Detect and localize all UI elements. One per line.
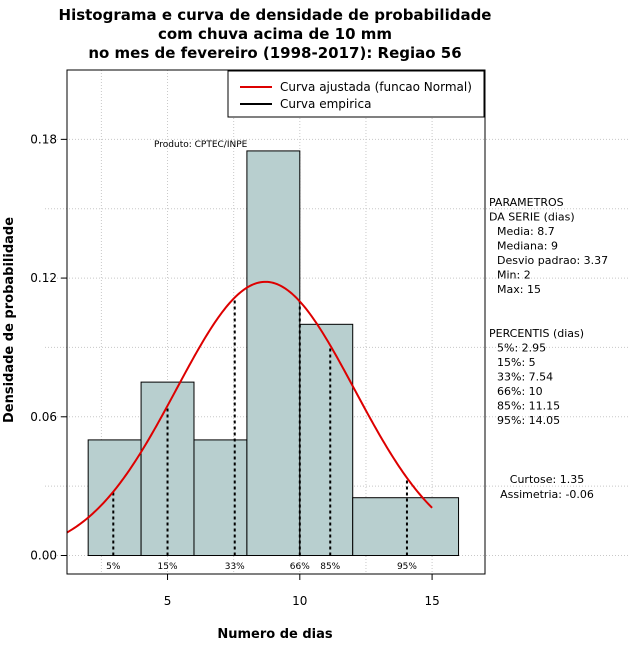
percentil-line: PERCENTIS (dias) bbox=[489, 327, 584, 340]
percentile-label: 15% bbox=[158, 562, 178, 572]
legend-label: Curva empirica bbox=[280, 97, 371, 111]
y-tick-label: 0.18 bbox=[30, 132, 57, 146]
histogram-bar bbox=[193, 439, 248, 557]
shape-stat-line: Assimetria: -0.06 bbox=[500, 488, 594, 501]
product-annotation: Produto: CPTEC/INPE bbox=[154, 140, 248, 150]
param-line: Mediana: 9 bbox=[497, 240, 558, 253]
y-axis-label: Densidade de probabilidade bbox=[2, 217, 17, 423]
x-tick-label: 15 bbox=[424, 594, 439, 608]
histogram-bar bbox=[87, 439, 142, 557]
chart-title: Histograma e curva de densidade de proba… bbox=[59, 6, 492, 62]
histogram-bars bbox=[87, 150, 460, 557]
x-axis: 5 10 15 bbox=[164, 574, 440, 608]
param-line: Media: 8.7 bbox=[497, 225, 555, 238]
histogram-bar bbox=[299, 323, 354, 557]
x-axis-label: Numero de dias bbox=[217, 627, 333, 642]
y-tick-label: 0.00 bbox=[30, 549, 57, 563]
title-line: Histograma e curva de densidade de proba… bbox=[59, 6, 492, 24]
param-line: DA SERIE (dias) bbox=[489, 211, 575, 224]
y-tick-label: 0.12 bbox=[30, 271, 57, 285]
percentile-label: 33% bbox=[225, 562, 245, 572]
percentile-label: 5% bbox=[106, 562, 121, 572]
param-line: PARAMETROS bbox=[489, 196, 564, 209]
title-line: com chuva acima de 10 mm bbox=[158, 25, 392, 43]
x-tick-label: 5 bbox=[164, 594, 172, 608]
shape-stat-line: Curtose: 1.35 bbox=[510, 473, 584, 486]
title-line: no mes de fevereiro (1998-2017): Regiao … bbox=[88, 44, 461, 62]
percentile-label: 95% bbox=[397, 562, 417, 572]
histogram-bar bbox=[246, 150, 301, 557]
histogram-bar bbox=[352, 497, 460, 557]
percentile-label: 85% bbox=[320, 562, 340, 572]
percentil-line: 95%: 14.05 bbox=[497, 414, 560, 427]
percentil-line: 85%: 11.15 bbox=[497, 400, 560, 413]
percentil-line: 66%: 10 bbox=[497, 385, 543, 398]
legend-box bbox=[227, 70, 485, 118]
x-tick-label: 10 bbox=[292, 594, 307, 608]
percentil-line: 5%: 2.95 bbox=[497, 342, 546, 355]
stats-panel: PARAMETROS DA SERIE (dias)Media: 8.7 Media… bbox=[489, 196, 608, 501]
param-line: Max: 15 bbox=[497, 283, 541, 296]
y-tick-label: 0.06 bbox=[30, 410, 57, 424]
param-line: Desvio padrao: 3.37 bbox=[497, 254, 608, 267]
legend: Curva ajustada (funcao Normal) Curva empi… bbox=[227, 70, 485, 118]
plot-frame bbox=[66, 69, 486, 575]
param-line: Min: 2 bbox=[497, 269, 531, 282]
y-axis: 0.00 0.06 0.12 0.18 bbox=[30, 132, 67, 563]
percentile-lines: 5% 15% 33% 66% 85% 95% bbox=[106, 297, 417, 572]
normal-fit-curve bbox=[66, 280, 433, 534]
percentil-line: 33%: 7.54 bbox=[497, 371, 553, 384]
legend-label: Curva ajustada (funcao Normal) bbox=[280, 80, 472, 94]
percentile-label: 66% bbox=[290, 562, 310, 572]
percentil-line: 15%: 5 bbox=[497, 356, 536, 369]
